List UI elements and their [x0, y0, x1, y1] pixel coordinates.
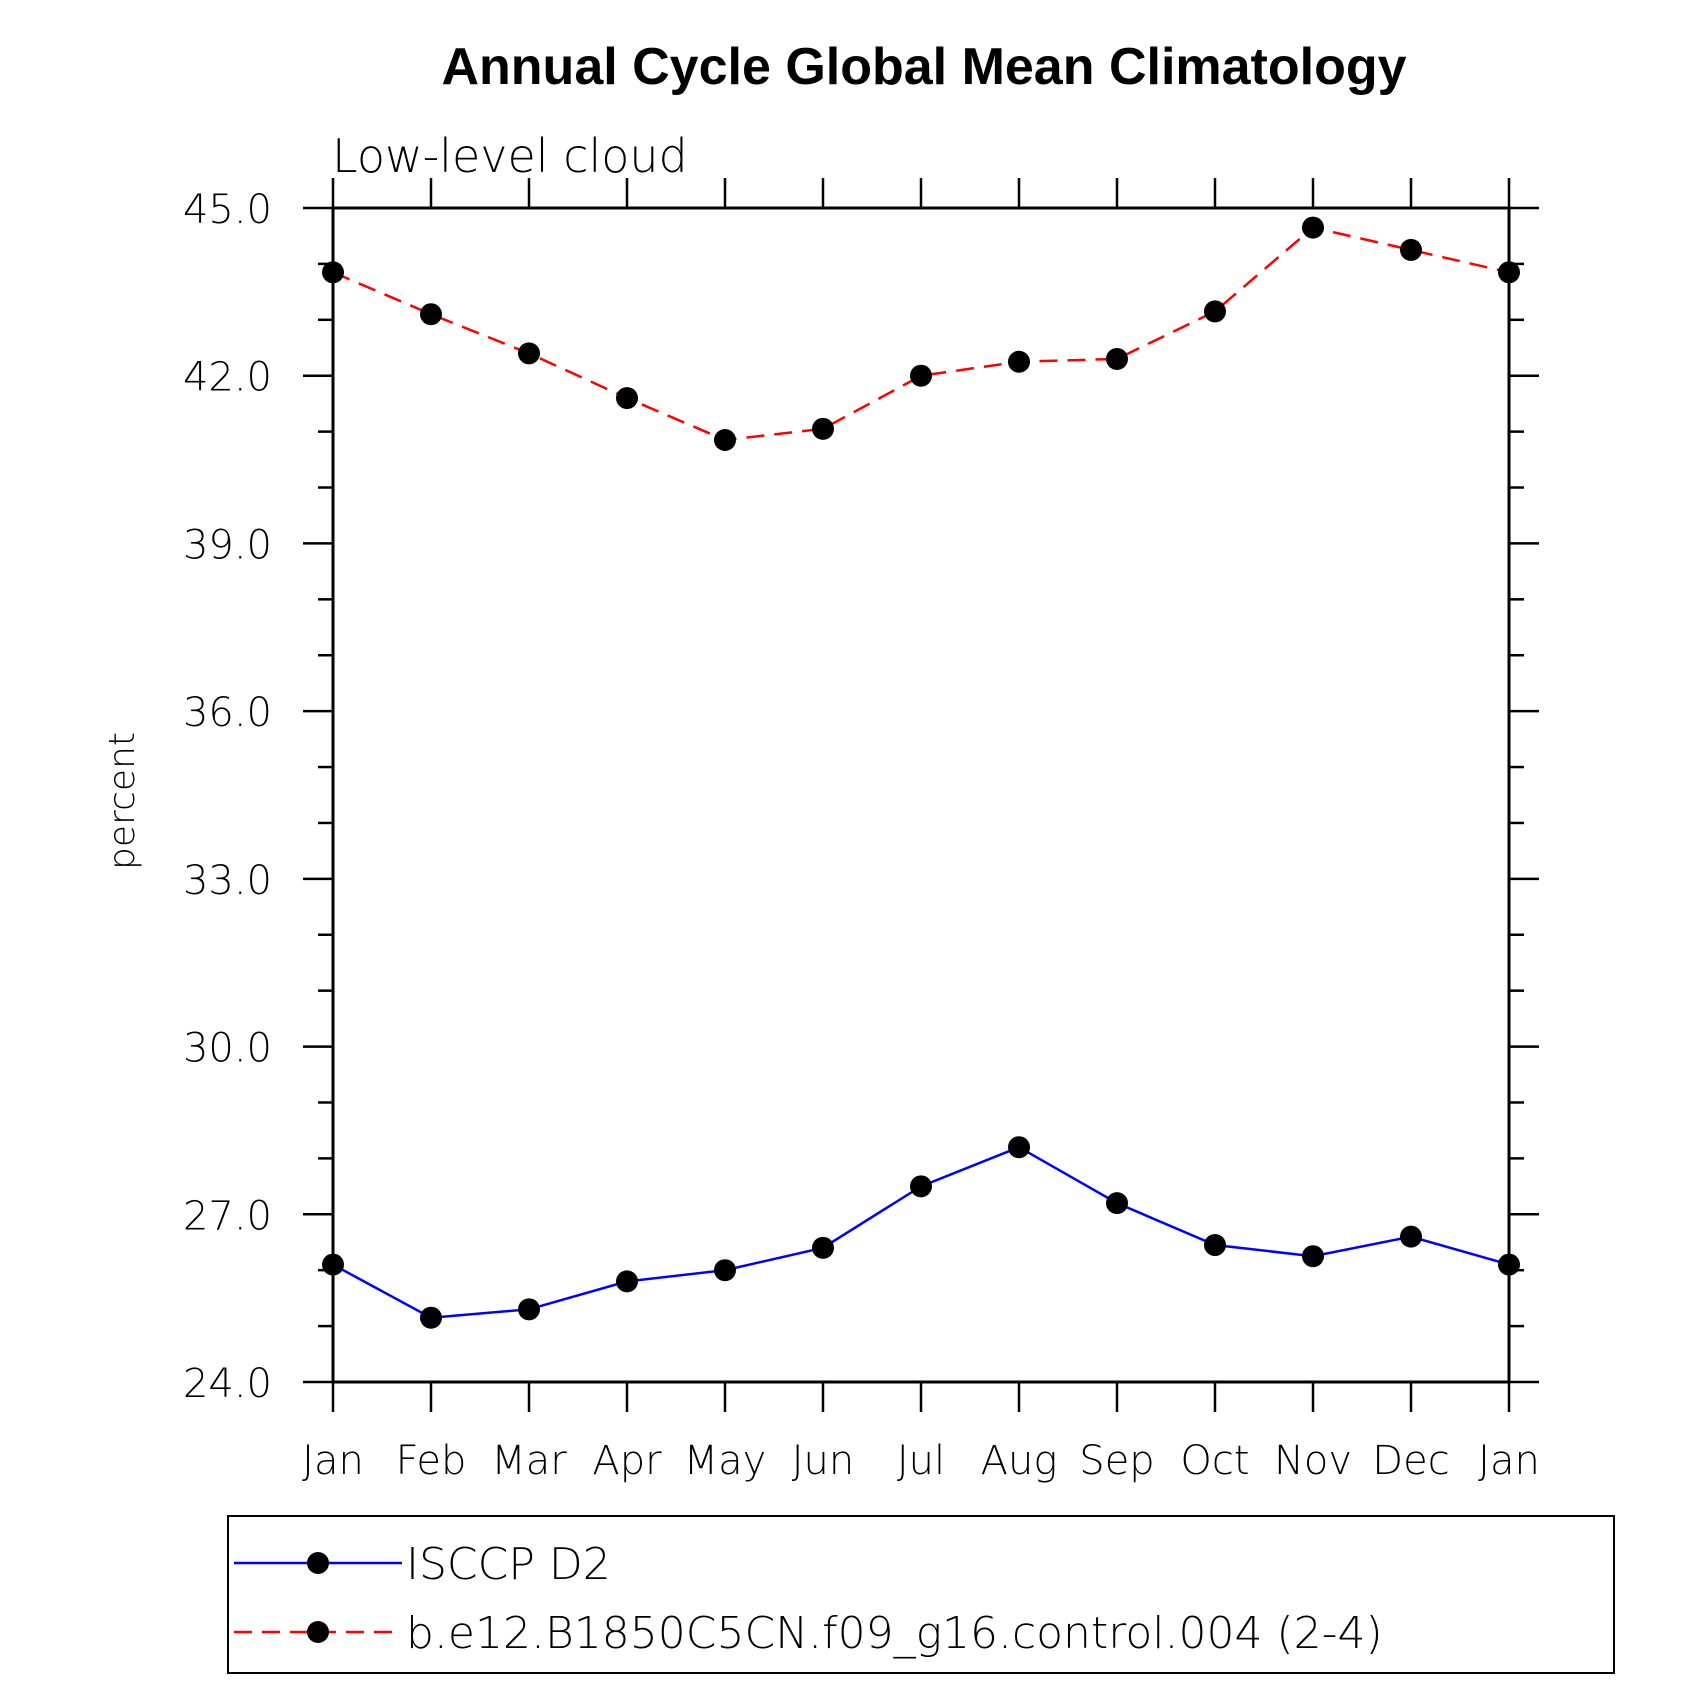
x-tick-label: Oct: [1180, 1438, 1249, 1484]
data-point: [420, 1306, 442, 1329]
legend-marker: [307, 1552, 329, 1574]
x-tick-label: Jan: [302, 1438, 364, 1484]
data-point: [616, 387, 638, 410]
axis-ticks: Jan Feb Mar Apr May Jun Jul Aug Sep Oct Nov Dec Jan 2…: [183, 178, 1540, 1484]
data-point: [910, 364, 932, 387]
x-tick-label: Apr: [592, 1438, 662, 1484]
legend-label-1: ISCCP D2: [406, 1539, 611, 1590]
data-point: [1400, 1225, 1422, 1248]
x-tick-label: Jul: [897, 1438, 945, 1484]
data-point: [1302, 216, 1324, 239]
data-point: [1106, 1192, 1128, 1215]
y-axis-label: percent: [102, 732, 143, 870]
data-point: [518, 1298, 540, 1321]
x-tick-label: Sep: [1079, 1438, 1154, 1484]
data-point: [420, 303, 442, 326]
data-point: [518, 342, 540, 365]
data-point: [616, 1270, 638, 1293]
data-point: [910, 1175, 932, 1198]
series-markers: [322, 216, 1520, 1329]
data-point: [1400, 238, 1422, 261]
y-tick-label: 42.0: [183, 355, 272, 401]
data-point: [1204, 300, 1226, 323]
x-tick-label: Jun: [792, 1438, 855, 1484]
series-line-2: [332, 226, 1510, 442]
y-tick-label: 33.0: [183, 858, 272, 904]
legend-items: ISCCP D2 b.e12.B1850C5CN.f09_g16.control.…: [234, 1539, 1383, 1659]
series-line-1: [332, 1145, 1510, 1319]
series-lines: [332, 226, 1510, 1319]
legend-box: [227, 1515, 1615, 1674]
y-tick-label: 27.0: [183, 1193, 272, 1239]
y-tick-label: 45.0: [183, 187, 272, 233]
legend-label-2: b.e12.B1850C5CN.f09_g16.control.004 (2-4…: [406, 1608, 1383, 1659]
x-tick-label: May: [684, 1438, 767, 1484]
data-point: [714, 429, 736, 452]
x-tick-label: Mar: [491, 1438, 567, 1484]
y-tick-label: 36.0: [183, 690, 272, 736]
legend-marker: [307, 1621, 329, 1643]
chart-title: Annual Cycle Global Mean Climatology: [441, 38, 1406, 96]
data-point: [1302, 1245, 1324, 1268]
data-point: [322, 261, 344, 284]
data-point: [714, 1259, 736, 1282]
data-point: [1008, 1136, 1030, 1159]
x-tick-label: Nov: [1274, 1438, 1352, 1484]
x-tick-label: Aug: [981, 1438, 1058, 1484]
x-tick-label: Dec: [1372, 1438, 1449, 1484]
y-tick-label: 24.0: [183, 1361, 272, 1407]
data-point: [1498, 1253, 1520, 1276]
data-point: [1204, 1234, 1226, 1257]
x-tick-label: Jan: [1478, 1438, 1540, 1484]
x-tick-label: Feb: [396, 1438, 467, 1484]
y-tick-label: 39.0: [183, 522, 272, 568]
chart-subtitle: Low-level cloud: [332, 129, 688, 183]
data-point: [322, 1253, 344, 1276]
data-point: [1106, 347, 1128, 370]
data-point: [1008, 350, 1030, 373]
data-point: [1498, 261, 1520, 284]
data-point: [812, 1236, 834, 1259]
y-tick-label: 30.0: [183, 1026, 272, 1072]
legend: ISCCP D2 b.e12.B1850C5CN.f09_g16.control.…: [227, 1515, 1615, 1674]
data-point: [812, 417, 834, 440]
